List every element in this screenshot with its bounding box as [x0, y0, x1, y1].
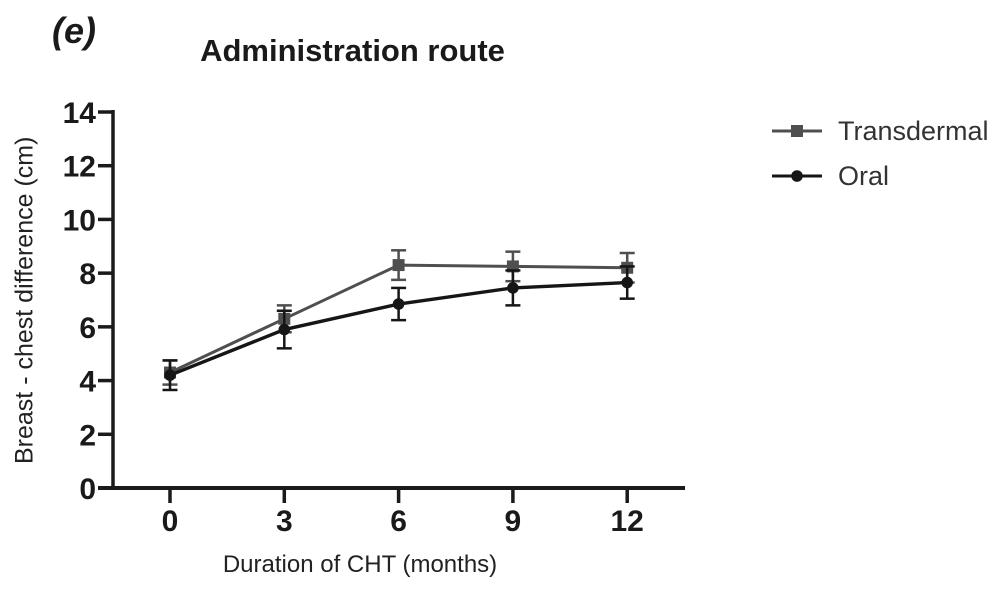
x-tick-label: 12: [611, 505, 644, 538]
legend-label-oral: Oral: [838, 160, 890, 191]
y-tick-label: 14: [63, 97, 97, 130]
marker-oral-9: [507, 282, 519, 294]
marker-oral-6: [392, 298, 405, 310]
transdermal-legend-marker-icon: [772, 125, 822, 137]
y-tick-label: 0: [79, 473, 96, 506]
chart-title: Administration route: [200, 33, 505, 68]
panel-label: (e): [52, 10, 96, 51]
marker-oral-0: [164, 369, 176, 382]
marker-oral-3: [278, 323, 291, 336]
oral-legend-marker-icon: [772, 170, 822, 182]
marker-oral-12: [621, 276, 633, 289]
x-axis-label: Duration of CHT (months): [222, 551, 498, 578]
legend-label-transdermal: Transdermal: [838, 115, 989, 146]
x-tick-label: 9: [505, 505, 522, 538]
x-tick-label: 0: [162, 505, 179, 538]
y-tick-label: 2: [79, 419, 96, 452]
y-tick-label: 6: [79, 312, 96, 345]
x-tick-label: 6: [390, 505, 407, 538]
legend: Transdermal Oral: [772, 115, 989, 207]
y-tick-label: 10: [63, 204, 96, 237]
marker-transdermal-6: [392, 259, 405, 272]
x-tick-label: 3: [276, 505, 293, 538]
legend-item-oral: Oral: [772, 160, 989, 191]
legend-item-transdermal: Transdermal: [772, 115, 989, 146]
y-tick-label: 12: [63, 151, 96, 184]
y-tick-label: 8: [79, 258, 96, 291]
y-tick-label: 4: [79, 366, 96, 399]
